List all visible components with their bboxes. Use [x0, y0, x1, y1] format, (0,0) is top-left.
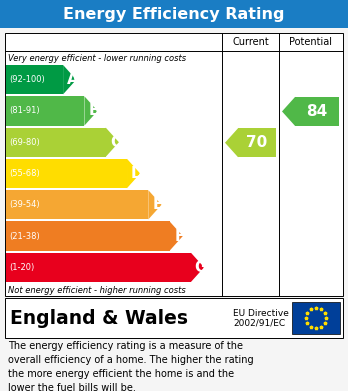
Polygon shape [191, 253, 204, 282]
Text: A: A [67, 72, 79, 87]
Bar [5, 33, 343, 296]
Bar [6, 253, 191, 282]
Polygon shape [127, 159, 140, 188]
Bar [6, 159, 127, 188]
Text: EU Directive: EU Directive [233, 308, 289, 317]
Text: (39-54): (39-54) [9, 200, 40, 209]
Text: (1-20): (1-20) [9, 263, 34, 272]
Text: Energy Efficiency Rating: Energy Efficiency Rating [63, 7, 285, 22]
Text: D: D [130, 166, 143, 181]
Text: E: E [153, 197, 163, 212]
Text: (21-38): (21-38) [9, 231, 40, 240]
Text: (69-80): (69-80) [9, 138, 40, 147]
Text: England & Wales: England & Wales [10, 308, 188, 328]
Polygon shape [85, 96, 97, 126]
Text: F: F [174, 229, 185, 244]
Text: Very energy efficient - lower running costs: Very energy efficient - lower running co… [8, 54, 186, 63]
Text: G: G [195, 260, 207, 275]
Text: (81-91): (81-91) [9, 106, 40, 115]
Bar [295, 97, 339, 126]
Bar [6, 65, 63, 94]
Polygon shape [169, 221, 183, 251]
Text: Not energy efficient - higher running costs: Not energy efficient - higher running co… [8, 286, 186, 295]
Bar [6, 127, 106, 157]
Bar [238, 128, 276, 157]
Text: Potential: Potential [289, 37, 332, 47]
Text: 2002/91/EC: 2002/91/EC [233, 319, 285, 328]
Text: (55-68): (55-68) [9, 169, 40, 178]
Polygon shape [148, 190, 161, 219]
Polygon shape [106, 127, 119, 157]
Text: C: C [110, 135, 121, 150]
Polygon shape [225, 128, 238, 157]
Bar [6, 221, 169, 251]
Text: 70: 70 [246, 135, 268, 150]
Bar [5, 298, 343, 338]
Bar [6, 96, 85, 126]
Text: 84: 84 [307, 104, 328, 119]
Polygon shape [63, 65, 76, 94]
Polygon shape [282, 97, 295, 126]
Bar [292, 302, 340, 334]
Text: Current: Current [232, 37, 269, 47]
Text: (92-100): (92-100) [9, 75, 45, 84]
Bar [0, 0, 348, 28]
Text: The energy efficiency rating is a measure of the
overall efficiency of a home. T: The energy efficiency rating is a measur… [8, 341, 254, 391]
Text: B: B [88, 104, 100, 118]
Bar [6, 190, 148, 219]
